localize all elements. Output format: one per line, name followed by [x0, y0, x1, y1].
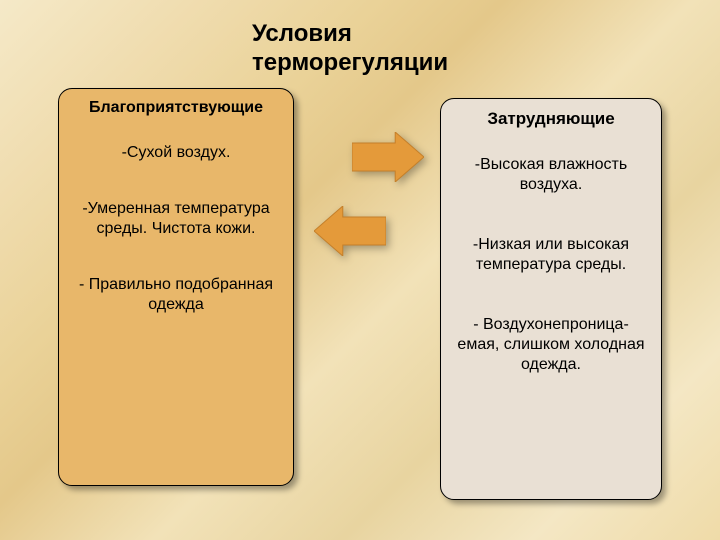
slide-title: Условия терморегуляции	[252, 20, 532, 78]
arrow-right-icon	[352, 132, 424, 182]
favorable-card-items: -Сухой воздух. -Умеренная температура сре…	[59, 121, 293, 323]
favorable-item: -Умеренная температура среды. Чистота ко…	[73, 199, 279, 239]
hindrance-card-items: -Высокая влажность воздуха. -Низкая или в…	[441, 133, 661, 383]
hindrance-item: -Высокая влажность воздуха.	[455, 155, 647, 195]
hindrance-item: -Низкая или высокая температура среды.	[455, 235, 647, 275]
hindrance-card: Затрудняющие -Высокая влажность воздуха.…	[440, 98, 662, 500]
title-line1: Условия	[252, 20, 532, 49]
hindrance-item: - Воздухонепроница-емая, слишком холодна…	[455, 315, 647, 375]
arrow-left-icon	[314, 206, 386, 256]
favorable-card: Благоприятствующие -Сухой воздух. -Умерен…	[58, 88, 294, 486]
title-line2: терморегуляции	[252, 49, 532, 78]
favorable-item: - Правильно подобранная одежда	[73, 275, 279, 315]
favorable-card-header: Благоприятствующие	[59, 89, 293, 121]
favorable-item: -Сухой воздух.	[73, 143, 279, 163]
hindrance-card-header: Затрудняющие	[441, 99, 661, 133]
